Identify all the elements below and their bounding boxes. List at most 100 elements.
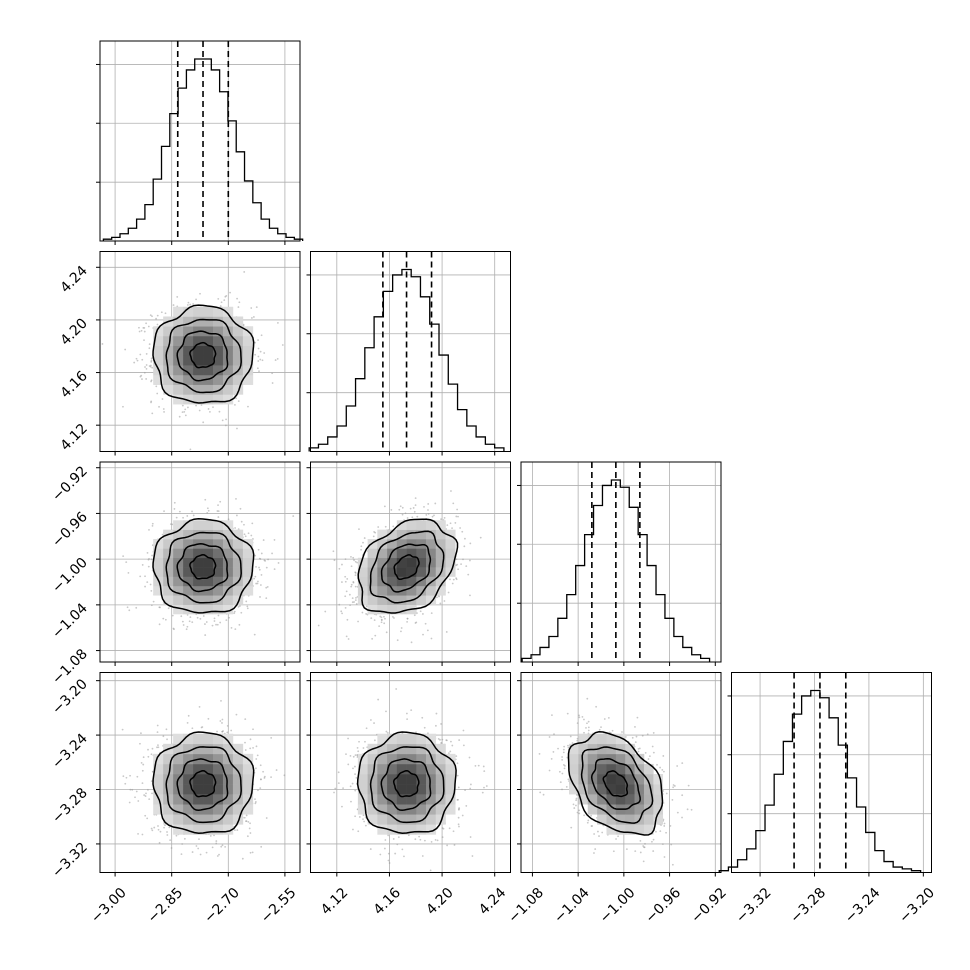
scatter-point: [140, 761, 143, 764]
scatter-point: [437, 737, 440, 740]
density-cell: [232, 345, 244, 356]
density-cell: [232, 384, 244, 395]
scatter-panel-1-0: [96, 251, 301, 459]
density-cell: [193, 804, 204, 815]
scatter-point: [358, 528, 360, 531]
scatter-point: [221, 844, 224, 847]
scatter-point: [440, 723, 442, 725]
scatter-point: [576, 722, 579, 725]
density-cell: [193, 576, 204, 587]
scatter-point: [655, 830, 657, 833]
scatter-point: [250, 307, 253, 309]
scatter-point: [217, 516, 220, 518]
scatter-point: [351, 601, 354, 604]
density-cell: [203, 567, 214, 577]
scatter-point: [259, 350, 262, 353]
scatter-point: [172, 627, 175, 630]
scatter-point: [164, 457, 166, 459]
density-cell: [377, 529, 388, 540]
density-cell: [653, 814, 664, 825]
density-cell: [183, 784, 194, 795]
density-cell: [212, 804, 224, 815]
scatter-point: [263, 559, 266, 562]
scatter-point: [202, 615, 205, 617]
scatter-point: [373, 722, 375, 724]
scatter-point: [349, 785, 352, 788]
density-cell: [435, 585, 446, 596]
density-cell: [173, 539, 184, 549]
density-cell: [606, 784, 617, 795]
scatter-point: [690, 808, 693, 811]
density-cell: [173, 763, 184, 775]
scatter-point: [550, 757, 553, 760]
scatter-point: [187, 301, 190, 304]
scatter-point: [250, 534, 253, 537]
scatter-point: [151, 747, 154, 750]
density-cell: [435, 743, 446, 755]
scatter-point: [434, 724, 437, 727]
density-cell: [222, 576, 234, 587]
density-cell: [203, 804, 214, 815]
density-cell: [445, 763, 456, 775]
density-cell: [643, 784, 654, 795]
density-cell: [232, 743, 244, 755]
scatter-point: [270, 736, 273, 739]
scatter-point: [354, 599, 357, 602]
scatter-point: [219, 500, 222, 503]
density-cell: [183, 335, 194, 347]
density-cell: [367, 548, 378, 559]
scatter-point: [601, 831, 604, 834]
scatter-point: [607, 716, 610, 719]
contour-1: [380, 543, 432, 593]
scatter-point: [379, 853, 382, 856]
density-cell: [153, 345, 164, 356]
scatter-point: [469, 559, 471, 562]
scatter-point: [263, 352, 266, 354]
scatter-point: [586, 697, 589, 700]
density-cell: [387, 539, 398, 549]
scatter-point: [347, 737, 349, 740]
scatter-point: [445, 739, 448, 742]
scatter-point: [384, 617, 386, 620]
density-cell: [606, 824, 617, 835]
scatter-point: [173, 501, 176, 504]
density-cell: [242, 374, 254, 385]
scatter-point: [659, 830, 662, 833]
scatter-point: [144, 575, 146, 578]
scatter-point: [256, 754, 259, 757]
panel-frame: [520, 461, 722, 663]
panel-frame: [99, 672, 301, 873]
density-cell: [416, 548, 427, 559]
density-cell: [367, 804, 378, 815]
density-cell: [173, 604, 184, 615]
density-cell: [426, 794, 437, 805]
scatter-point: [562, 748, 565, 751]
scatter-point: [384, 839, 387, 841]
density-cell: [416, 539, 427, 549]
scatter-point: [166, 831, 168, 833]
density-cell: [163, 753, 174, 765]
density-cell: [193, 773, 204, 785]
contour-3: [152, 731, 255, 834]
density-cell: [387, 794, 398, 805]
scatter-point: [249, 747, 252, 750]
density-cell: [396, 773, 407, 785]
scatter-point: [345, 753, 347, 756]
scatter-point: [135, 790, 138, 793]
density-cell: [406, 548, 417, 559]
density-cell: [387, 585, 398, 596]
density-cell: [387, 743, 398, 755]
density-cell: [163, 814, 174, 825]
scatter-point: [217, 504, 219, 507]
density-cell: [578, 763, 589, 775]
density-cell: [615, 784, 626, 795]
scatter-point: [186, 625, 189, 628]
scatter-point: [469, 594, 471, 597]
scatter-point: [561, 772, 564, 775]
scatter-point: [171, 614, 174, 617]
density-cell: [416, 576, 427, 587]
density-cell: [183, 557, 194, 568]
scatter-point: [669, 825, 672, 827]
scatter-point: [575, 799, 578, 802]
scatter-point: [471, 855, 474, 857]
